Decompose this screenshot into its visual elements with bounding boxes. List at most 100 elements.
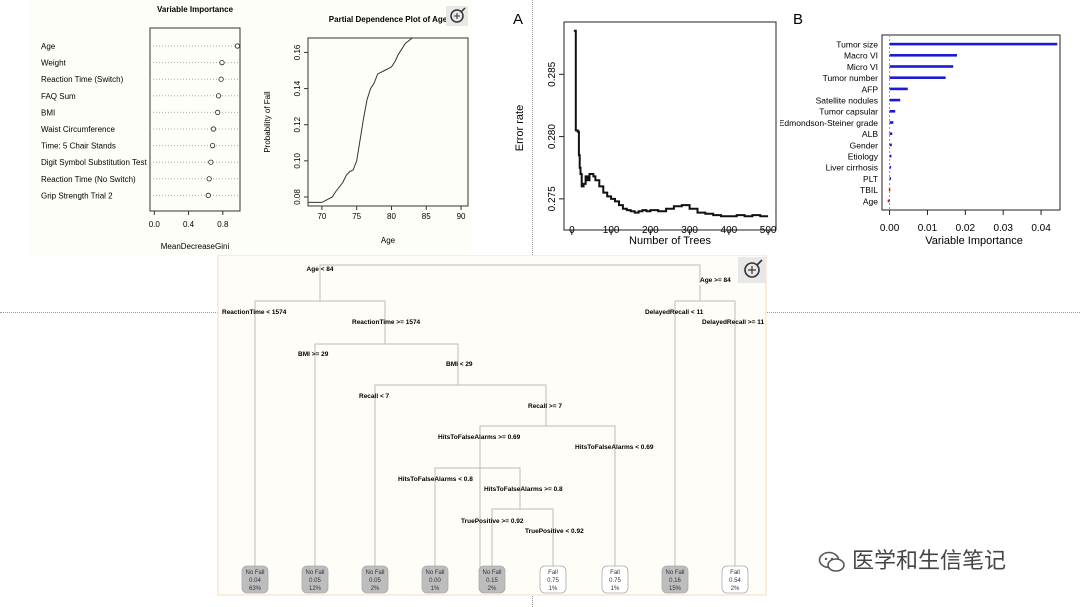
pdp-x-tick-label: 90 (457, 212, 466, 221)
error-rate-ylabel: Error rate (514, 105, 526, 151)
tree-leaf-label: No Fall (665, 570, 684, 576)
tree-split-label: HitsToFalseAlarms < 0.8 (398, 476, 473, 483)
tree-leaf-box (361, 565, 389, 594)
tree-leaf: No Fall 0.04 63% (241, 565, 269, 594)
tree-split-labels: Age < 84 Age >= 84 ReactionTime < 1574 Reac… (222, 266, 765, 535)
error-rate-x-tick-label: 400 (721, 225, 738, 236)
varimp-right-xlabel: Variable Importance (925, 235, 1023, 247)
pdp-y-tick-label: 0.08 (293, 189, 302, 205)
pdp-y-tick-label: 0.16 (293, 44, 302, 60)
tree-leaf-box (421, 565, 449, 594)
varimp-right-bar (889, 166, 892, 169)
varimp-left-point (218, 76, 224, 82)
tree-leaf-prob: 0.00 (429, 578, 441, 584)
tree-leaf-prob: 0.75 (609, 578, 621, 584)
pdp-x-tick-label: 85 (422, 212, 431, 221)
error-rate-series-line (573, 29, 769, 218)
varimp-right-bar (889, 177, 892, 180)
error-rate-x-tick-label: 0 (569, 225, 575, 236)
tree-leaf: Fall 0.75 1% (539, 565, 567, 594)
pdp-y-tick-label: 0.10 (293, 153, 302, 169)
varimp-right-category-label: Tumor number (823, 73, 879, 83)
zoom-icon[interactable] (446, 6, 468, 26)
pdp-title: Partial Dependence Plot of Age (329, 15, 448, 24)
tree-edge (674, 285, 736, 573)
tree-leaf-box (241, 565, 269, 594)
varimp-left-x-axis: 0.0 0.4 0.8 (149, 211, 229, 229)
tree-split-label: TruePositive < 0.92 (525, 528, 584, 535)
varimp-right-category-label: Age (863, 196, 878, 206)
tree-leaf: No Fall 0.00 1% (421, 565, 449, 594)
tree-leaf: No Fall 0.15 2% (478, 565, 506, 594)
tree-leaf-pct: 1% (611, 586, 620, 592)
pdp-axes: 70 75 80 85 90 0.08 0.10 0.12 0.14 0.16 (293, 44, 466, 221)
varimp-left-category-label: FAQ Sum (41, 92, 76, 101)
tree-split-label: Age < 84 (307, 266, 334, 273)
varimp-left-category-label: BMI (41, 108, 55, 117)
varimp-right-bar (889, 76, 946, 79)
error-rate-y-tick-label: 0.285 (547, 61, 558, 86)
varimp-right-category-label: TBIL (860, 185, 878, 195)
varimp-left-point (209, 143, 216, 149)
tree-leaf-prob: 0.05 (309, 578, 321, 584)
varimp-left-title: Variable Importance (157, 5, 234, 14)
varimp-right-bar (887, 199, 890, 203)
tree-leaf: No Fall 0.16 15% (661, 565, 689, 594)
tree-edge (491, 492, 521, 573)
wechat-icon (818, 551, 845, 572)
varimp-right-tick-label: 0.02 (956, 223, 976, 234)
tree-edges (254, 264, 736, 573)
tree-edge (320, 300, 386, 325)
varimp-left-point (234, 43, 241, 49)
tree-leaf-label: No Fall (365, 570, 384, 576)
varimp-right-bar (889, 87, 908, 91)
varimp-right-bar (889, 98, 901, 102)
varimp-left-plot-frame (149, 27, 241, 212)
tree-edge (385, 343, 459, 367)
tree-leaf-pct: 2% (371, 586, 380, 592)
tree-leaves: No Fall 0.04 63% No Fall 0.05 12% No Fall 0.05 2… (241, 565, 749, 594)
varimp-right-category-label: ALB (862, 129, 878, 139)
varimp-right-category-label: Gender (850, 140, 879, 150)
panel-label-a: A (513, 11, 523, 28)
varimp-right-category-label: Edmondson-Steiner grade (780, 118, 878, 128)
pdp-series-line (308, 37, 468, 203)
tree-leaf-box (661, 565, 689, 594)
error-rate-y-tick-label: 0.275 (547, 186, 558, 211)
varimp-right-plot-frame (881, 34, 1061, 211)
pdp-xlabel: Age (381, 236, 396, 245)
tree-edge (434, 440, 481, 573)
tree-edge (319, 264, 701, 283)
varimp-left-category-label: Digit Symbol Substitution Test (41, 158, 147, 167)
error-rate-xlabel: Number of Trees (629, 235, 711, 247)
tree-leaf-pct: 2% (731, 586, 740, 592)
varimp-left-point (219, 59, 225, 66)
tree-leaf-label: No Fall (482, 570, 501, 576)
varimp-right-bar (889, 143, 892, 147)
pdp-ylabel: Probability of Fall (263, 91, 272, 153)
varimp-left-point (215, 109, 221, 116)
tree-leaf-pct: 1% (431, 586, 440, 592)
pdp-x-tick-label: 80 (387, 212, 396, 221)
varimp-right-category-label: AFP (861, 84, 878, 94)
varimp-right-bar (889, 42, 1058, 46)
tree-leaf: Fall 0.75 1% (601, 565, 629, 594)
error-rate-x-tick-label: 300 (681, 225, 698, 236)
tree-split-label: Recall < 7 (359, 393, 390, 400)
error-rate-x-tick-label: 500 (760, 225, 777, 236)
pdp-age-chart: Partial Dependence Plot of Age 70 75 80 85 9… (258, 0, 472, 255)
varimp-right-bar (888, 188, 891, 191)
tree-leaf-label: No Fall (425, 570, 444, 576)
error-rate-axes: 0 100 200 300 400 500 0.275 0.280 0.285 (547, 61, 777, 236)
tree-leaf-pct: 12% (309, 586, 322, 592)
tree-zoom-icon[interactable] (738, 257, 766, 283)
pdp-x-tick-label: 75 (352, 212, 361, 221)
varimp-left-point (215, 93, 222, 99)
varimp-right-category-label: Satellite nodules (816, 96, 878, 106)
tree-leaf: No Fall 0.05 12% (301, 565, 329, 594)
varimp-right-tick-label: 0.00 (880, 223, 900, 234)
tree-leaf: Fall 0.54 2% (721, 565, 749, 594)
varimp-left-category-label: Reaction Time (Switch) (41, 75, 124, 84)
varimp-left-rows: Age Weight Reaction Time (Switch) FAQ Sum BM… (41, 42, 241, 200)
